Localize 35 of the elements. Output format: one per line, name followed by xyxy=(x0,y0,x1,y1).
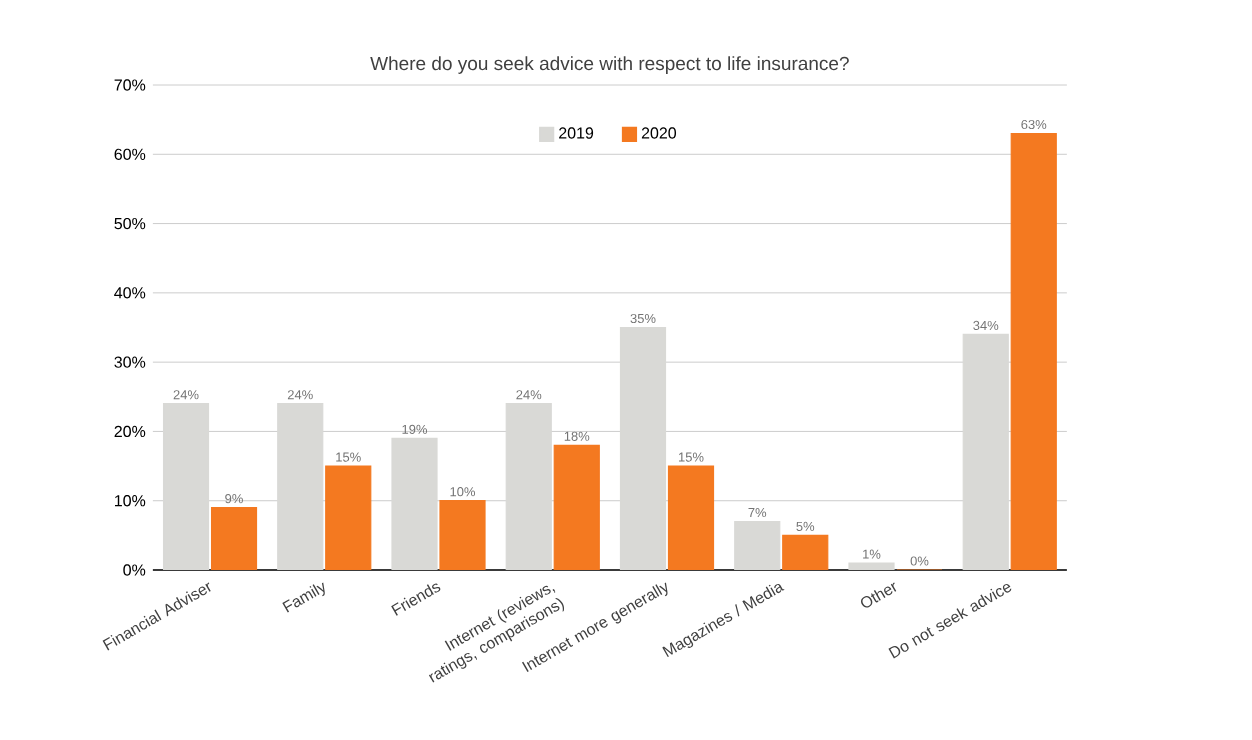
bar xyxy=(1010,132,1057,570)
data-label: 5% xyxy=(796,521,815,531)
x-tick-label: Other xyxy=(861,582,897,608)
chart-title: Where do you seek advice with respect to life insurance? xyxy=(370,56,849,74)
data-label: 7% xyxy=(748,508,767,518)
data-label: 24% xyxy=(287,390,313,400)
bar xyxy=(782,534,829,570)
y-tick-label: 0% xyxy=(123,564,146,576)
data-label: 0% xyxy=(910,556,929,566)
bar xyxy=(667,465,715,570)
y-tick-label: 60% xyxy=(114,148,146,160)
data-label: 18% xyxy=(564,431,590,441)
data-label: 24% xyxy=(173,390,199,400)
y-tick-label: 10% xyxy=(115,495,146,507)
legend-label: 2020 xyxy=(641,127,677,139)
legend-label: 2019 xyxy=(559,127,594,139)
data-label: 34% xyxy=(973,320,999,331)
data-label: 63% xyxy=(1021,119,1047,130)
y-tick-label: 50% xyxy=(114,217,146,230)
data-label: 10% xyxy=(450,487,476,497)
y-tick-label: 20% xyxy=(114,425,146,438)
data-label: 15% xyxy=(679,452,704,462)
data-label: 15% xyxy=(336,452,361,462)
data-label: 35% xyxy=(630,313,656,324)
data-label: 1% xyxy=(863,549,881,559)
bar xyxy=(325,465,372,570)
bar xyxy=(439,500,486,570)
bar xyxy=(210,507,258,570)
y-tick-label: 70% xyxy=(114,79,146,91)
y-tick-label: 30% xyxy=(114,356,146,368)
data-label: 9% xyxy=(225,494,243,504)
y-tick-label: 40% xyxy=(114,287,146,299)
data-label: 24% xyxy=(516,390,542,400)
data-label: 19% xyxy=(402,424,428,434)
bar xyxy=(553,444,600,570)
